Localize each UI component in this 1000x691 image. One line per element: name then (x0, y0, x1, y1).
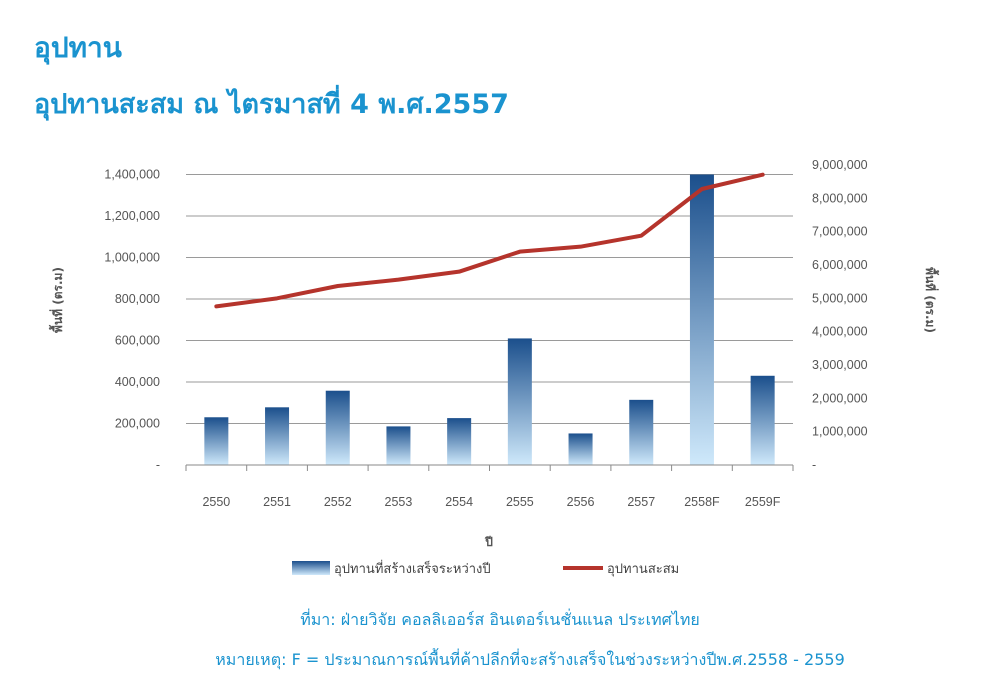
line-series (214, 172, 765, 309)
source-note: ที่มา: ฝ่ายวิจัย คอลลิเออร์ส อินเตอร์เนช… (300, 610, 700, 629)
y2-axis-title: พื้นที่ (ตร.ม) (923, 267, 940, 333)
y-tick-label: - (156, 458, 160, 472)
y2-tick-label: 1,000,000 (812, 425, 868, 439)
y-tick-label: 200,000 (115, 417, 160, 431)
x-tick-label: 2551 (263, 495, 291, 509)
page-subtitle: อุปทานสะสม ณ ไตรมาสที่ 4 พ.ศ.2557 (34, 89, 509, 120)
x-tick-label: 2557 (627, 495, 655, 509)
bar (265, 407, 290, 465)
y-tick-label: 600,000 (115, 334, 160, 348)
x-tick-label: 2550 (202, 495, 230, 509)
x-tick-label: 2559F (745, 495, 781, 509)
bar (386, 426, 411, 465)
y-tick-label: 1,200,000 (104, 209, 160, 223)
bar (750, 375, 775, 465)
bar (689, 174, 714, 465)
legend-bar-swatch (292, 561, 330, 575)
page-title: อุปทาน (34, 31, 122, 64)
footnote: หมายเหตุ: F = ประมาณการณ์พื้นที่ค้าปลีกท… (215, 650, 845, 669)
legend-bar-label: อุปทานที่สร้างเสร็จระหว่างปี (334, 559, 491, 577)
legend-line-label: อุปทานสะสม (607, 562, 679, 577)
y2-tick-label: 8,000,000 (812, 191, 868, 205)
bar (507, 338, 532, 465)
y2-tick-label: 3,000,000 (812, 358, 868, 372)
bar (568, 433, 593, 465)
x-tick-label: 2555 (506, 495, 534, 509)
x-tick-label: 2556 (567, 495, 595, 509)
y2-tick-label: 7,000,000 (812, 225, 868, 239)
y-tick-label: 1,400,000 (104, 168, 160, 182)
y2-tick-label: 9,000,000 (812, 158, 868, 172)
bar (325, 390, 350, 465)
bar (447, 418, 472, 465)
y-tick-label: 1,000,000 (104, 251, 160, 265)
y2-tick-label: 4,000,000 (812, 325, 868, 339)
y-axis-title: พื้นที่ (ตร.ม) (48, 267, 65, 333)
bar (204, 417, 229, 465)
bar (629, 399, 654, 465)
x-tick-label: 2554 (445, 495, 473, 509)
y2-tick-label: 5,000,000 (812, 291, 868, 305)
y2-tick-label: 6,000,000 (812, 258, 868, 272)
x-tick-label: 2558F (684, 495, 720, 509)
y2-tick-label: - (812, 458, 816, 472)
x-tick-label: 2552 (324, 495, 352, 509)
y2-tick-label: 2,000,000 (812, 391, 868, 405)
y-tick-label: 400,000 (115, 375, 160, 389)
x-axis-title: ปี (485, 535, 494, 549)
x-tick-label: 2553 (385, 495, 413, 509)
y-tick-label: 800,000 (115, 292, 160, 306)
combo-chart: - 200,000 400,000 600,000 800,000 1,000,000 1,… (48, 158, 940, 577)
